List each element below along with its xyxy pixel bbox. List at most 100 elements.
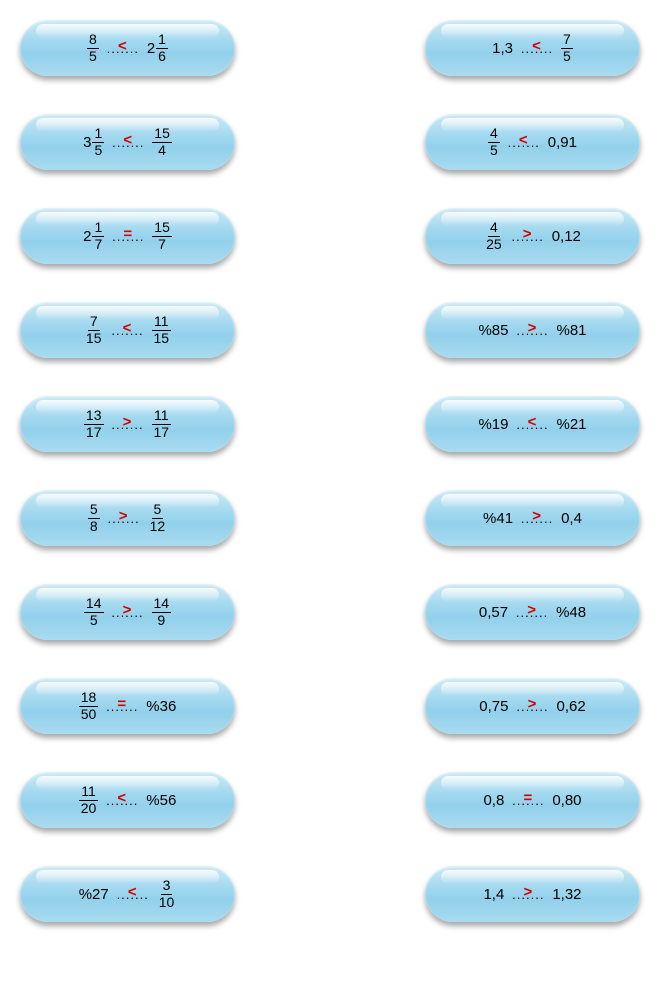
expression: 58.......>512 [88, 502, 167, 534]
comparison-row: %27.......<3101,4.......>1,32 [20, 866, 640, 922]
dots-separator: .......< [115, 887, 151, 902]
dots-separator: .......< [110, 323, 146, 338]
dots-separator: .......= [510, 793, 546, 808]
dots-separator: .......< [506, 135, 542, 150]
value-fraction: 1850 [79, 690, 99, 722]
dots-separator: .......< [519, 41, 555, 56]
value-fraction: 1117 [152, 408, 172, 440]
expression: 0,8 .......= 0,80 [483, 792, 581, 809]
comparison-row: 217 .......= 157 425.......>0,12 [20, 208, 640, 264]
value-plain: %56 [146, 792, 176, 809]
expression: 0,75.......>0,62 [479, 698, 585, 715]
dots-separator: .......> [110, 417, 146, 432]
value-plain: 0,8 [483, 792, 504, 809]
operator: < [118, 38, 128, 55]
comparison-row: 1317 .......> 1117 %19 .......< %21 [20, 396, 640, 452]
comparison-pill-right: 1,3.......<75 [425, 20, 640, 76]
value-plain: %36 [146, 698, 176, 715]
dots-separator: .......= [110, 229, 146, 244]
operator: = [117, 696, 127, 713]
dots-separator: .......> [515, 699, 551, 714]
value-mixed: 315 [83, 126, 104, 158]
operator: < [532, 38, 542, 55]
operator: > [528, 696, 538, 713]
operator: > [523, 884, 533, 901]
dots-separator: .......> [110, 605, 146, 620]
operator: > [523, 226, 533, 243]
value-plain: 1,32 [552, 886, 581, 903]
value-plain: 0,80 [552, 792, 581, 809]
comparison-pill-left: 1120 .......< %56 [20, 772, 235, 828]
comparison-pill-right: %41.......>0,4 [425, 490, 640, 546]
comparison-pill-left: 85.......<216 [20, 20, 235, 76]
expression: 315.......<154 [83, 126, 172, 158]
comparison-pill-left: 58.......>512 [20, 490, 235, 546]
value-plain: %19 [478, 416, 508, 433]
value-fraction: 149 [152, 596, 172, 628]
expression: 1,3.......<75 [492, 32, 573, 64]
dots-separator: .......< [105, 41, 141, 56]
comparison-pill-right: 0,8 .......= 0,80 [425, 772, 640, 828]
comparison-pill-left: 315.......<154 [20, 114, 235, 170]
value-fraction: 157 [152, 220, 172, 252]
comparison-row: 145 .......> 149 0,57 .......> %48 [20, 584, 640, 640]
operator: < [128, 884, 138, 901]
comparison-pill-left: %27.......<310 [20, 866, 235, 922]
value-plain: %48 [556, 604, 586, 621]
value-fraction: 1120 [79, 784, 99, 816]
expression: 1,4.......>1,32 [483, 886, 581, 903]
expression: %85.......>%81 [478, 322, 586, 339]
operator: > [528, 320, 538, 337]
dots-separator: .......= [104, 699, 140, 714]
comparison-pill-right: 425.......>0,12 [425, 208, 640, 264]
operator: = [523, 790, 533, 807]
operator: < [123, 132, 133, 149]
comparison-pill-right: 0,75.......>0,62 [425, 678, 640, 734]
value-fraction: 58 [88, 502, 100, 534]
comparison-pill-right: %19 .......< %21 [425, 396, 640, 452]
operator: > [532, 508, 542, 525]
comparison-row: 58.......>512 %41.......>0,4 [20, 490, 640, 546]
expression: 0,57 .......> %48 [479, 604, 586, 621]
comparison-pill-right: 45 .......< 0,91 [425, 114, 640, 170]
comparison-row: 315.......<154 45 .......< 0,91 [20, 114, 640, 170]
expression: 217 .......= 157 [83, 220, 172, 252]
value-fraction: 1317 [84, 408, 104, 440]
dots-separator: .......< [515, 417, 551, 432]
value-fraction: 715 [84, 314, 104, 346]
expression: 715 .......< 1115 [84, 314, 171, 346]
value-plain: 0,91 [548, 134, 577, 151]
comparison-pill-left: 1317 .......> 1117 [20, 396, 235, 452]
comparison-pill-left: 217 .......= 157 [20, 208, 235, 264]
operator: < [123, 320, 133, 337]
operator: > [527, 602, 537, 619]
value-fraction: 310 [157, 878, 177, 910]
value-plain: %21 [557, 416, 587, 433]
dots-separator: .......> [510, 887, 546, 902]
comparison-row: 715 .......< 1115 %85.......>%81 [20, 302, 640, 358]
comparison-pill-left: 145 .......> 149 [20, 584, 235, 640]
value-fraction: 145 [84, 596, 104, 628]
value-fraction: 75 [561, 32, 573, 64]
comparison-pill-right: 1,4.......>1,32 [425, 866, 640, 922]
operator: < [519, 132, 529, 149]
expression: %27.......<310 [79, 878, 177, 910]
value-fraction: 85 [87, 32, 99, 64]
value-plain: 0,57 [479, 604, 508, 621]
value-mixed: 217 [83, 220, 104, 252]
expression: 1317 .......> 1117 [84, 408, 171, 440]
expression: %41.......>0,4 [483, 510, 582, 527]
expression: 1850 .......= %36 [79, 690, 177, 722]
value-fraction: 1115 [152, 314, 172, 346]
comparison-pill-right: 0,57 .......> %48 [425, 584, 640, 640]
value-plain: 0,4 [561, 510, 582, 527]
operator: > [123, 414, 133, 431]
operator: > [123, 602, 133, 619]
value-fraction: 45 [488, 126, 500, 158]
expression: 85.......<216 [87, 32, 168, 64]
dots-separator: .......< [104, 793, 140, 808]
value-plain: 0,62 [557, 698, 586, 715]
value-fraction: 154 [152, 126, 172, 158]
dots-separator: .......> [514, 605, 550, 620]
value-fraction: 512 [148, 502, 168, 534]
